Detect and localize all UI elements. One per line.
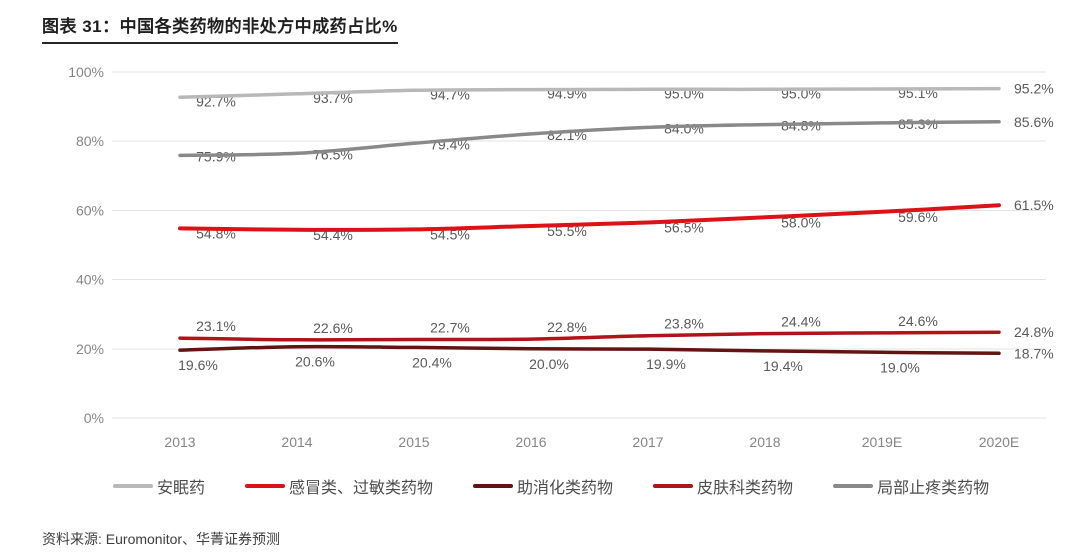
x-axis-tick-label: 2014 [281, 434, 312, 450]
data-label: 22.7% [430, 319, 470, 335]
data-label: 85.6% [1014, 114, 1054, 130]
data-label: 95.2% [1014, 81, 1054, 97]
x-axis-tick-label: 2015 [398, 434, 429, 450]
y-axis-tick-label: 60% [76, 202, 104, 218]
data-label: 19.9% [646, 356, 686, 372]
legend-item: 皮肤科类药物 [653, 474, 793, 498]
x-axis-tick-label: 2017 [632, 434, 663, 450]
series-line-1 [178, 86, 1001, 100]
series-line-3 [178, 344, 1001, 356]
x-axis-tick-label: 2019E [862, 434, 902, 450]
legend-item: 局部止疼类药物 [833, 474, 989, 498]
y-axis-tick-label: 100% [68, 64, 104, 80]
chart-title: 图表 31：中国各类药物的非处方中成药占比% [42, 12, 398, 44]
legend-label: 皮肤科类药物 [697, 480, 794, 497]
y-axis-tick-label: 40% [76, 272, 104, 288]
data-label: 59.6% [898, 209, 938, 225]
data-label: 61.5% [1014, 197, 1054, 213]
legend-marker-icon [113, 484, 153, 488]
data-label: 56.5% [664, 220, 704, 236]
legend-marker-icon [833, 484, 874, 488]
legend-marker-icon [245, 484, 286, 488]
y-axis-tick-label: 80% [76, 133, 104, 149]
source-note: 资料来源: Euromonitor、华菁证券预测 [42, 531, 281, 547]
data-label: 23.8% [664, 316, 704, 332]
data-label: 18.7% [1014, 345, 1054, 361]
data-label: 24.4% [781, 314, 821, 330]
data-label: 24.6% [898, 313, 938, 329]
series-line-5 [178, 120, 1001, 158]
y-axis-tick-label: 0% [84, 410, 104, 426]
x-axis-tick-label: 2013 [164, 434, 195, 450]
legend-item: 助消化类药物 [473, 474, 613, 498]
data-label: 22.6% [313, 320, 353, 336]
legend-marker-icon [473, 484, 514, 488]
x-axis-tick-label: 2020E [979, 434, 1019, 450]
data-label: 20.4% [412, 354, 452, 370]
data-label: 23.1% [196, 318, 236, 334]
legend-label: 局部止疼类药物 [877, 480, 990, 497]
legend-item: 感冒类、过敏类药物 [245, 474, 433, 498]
legend-label: 感冒类、过敏类药物 [289, 480, 434, 497]
legend-item: 安眠药 [113, 474, 205, 498]
y-axis-tick-label: 20% [76, 341, 104, 357]
legend-label: 安眠药 [157, 480, 206, 497]
data-label: 19.6% [178, 357, 218, 373]
x-axis-tick-label: 2018 [749, 434, 780, 450]
data-label: 24.8% [1014, 324, 1054, 340]
data-label: 19.4% [763, 358, 803, 374]
legend-marker-icon [653, 484, 694, 488]
legend-label: 助消化类药物 [517, 480, 614, 497]
data-label: 22.8% [547, 319, 587, 335]
chart-legend: 安眠药 感冒类、过敏类药物 助消化类药物 皮肤科类药物 局部止疼类药物 [113, 474, 989, 498]
data-label: 19.0% [880, 359, 920, 375]
data-label: 20.0% [529, 356, 569, 372]
data-label: 58.0% [781, 214, 821, 230]
series-line-4 [178, 330, 1001, 342]
series-line-2 [178, 203, 1001, 232]
x-axis-tick-label: 2016 [515, 434, 546, 450]
data-label: 20.6% [295, 354, 335, 370]
